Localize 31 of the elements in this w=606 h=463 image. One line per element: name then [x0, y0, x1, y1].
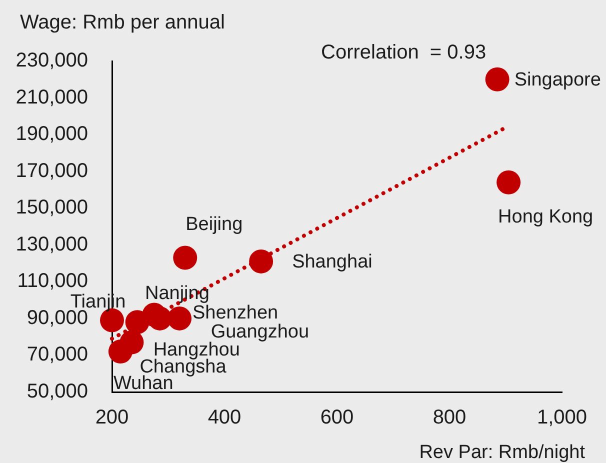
- y-tick-label: 210,000: [16, 86, 88, 108]
- annotation: Wuhan: [113, 372, 174, 394]
- point: [496, 170, 521, 194]
- y-tick-label: 70,000: [26, 344, 88, 366]
- x-tick-label: 1,000: [536, 406, 588, 429]
- point: [108, 340, 132, 364]
- annotation: Guangzhou: [210, 322, 310, 343]
- y-tick-label: 150,000: [16, 196, 88, 219]
- point: [173, 246, 198, 270]
- point: [249, 249, 274, 274]
- x-axis-title: Rev Par: Rmb/night: [419, 442, 586, 463]
- y-tick-label: 50,000: [26, 380, 88, 403]
- annotation: Singapore: [514, 70, 601, 91]
- annotation: Correlation = 0.93: [321, 42, 486, 64]
- y-tick-label: 190,000: [16, 123, 88, 146]
- y-tick-label: 110,000: [17, 270, 88, 292]
- y-tick-label: 170,000: [16, 160, 88, 182]
- annotation: Shenzhen: [192, 302, 278, 324]
- point: [485, 67, 510, 92]
- y-tick-label: 130,000: [16, 233, 88, 256]
- x-tick-label: 600: [320, 406, 354, 429]
- annotation: Shanghai: [292, 252, 372, 273]
- y-axis-title: Wage: Rmb per annual: [20, 12, 225, 34]
- annotation: Hong Kong: [498, 206, 594, 228]
- annotation: Beijing: [186, 214, 243, 235]
- x-tick-label: 200: [95, 406, 129, 429]
- y-tick-label: 230,000: [16, 50, 88, 72]
- point: [125, 310, 150, 334]
- x-tick-label: 400: [208, 406, 242, 429]
- point: [168, 306, 192, 330]
- x-tick-label: 800: [432, 406, 466, 429]
